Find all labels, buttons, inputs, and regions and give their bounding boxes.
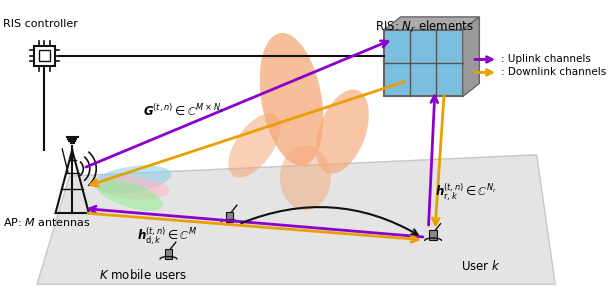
Polygon shape	[463, 17, 479, 96]
Text: RIS controller: RIS controller	[3, 19, 78, 29]
Text: $\boldsymbol{h}^{(t,n)}_{\mathrm{r},k} \in \mathbb{C}^{N_r}$: $\boldsymbol{h}^{(t,n)}_{\mathrm{r},k} \…	[435, 181, 498, 202]
Ellipse shape	[94, 165, 171, 193]
Ellipse shape	[229, 113, 280, 178]
Text: : Downlink channels: : Downlink channels	[501, 67, 606, 78]
FancyBboxPatch shape	[164, 249, 172, 259]
Ellipse shape	[95, 176, 169, 199]
FancyBboxPatch shape	[226, 212, 233, 222]
Text: $\boldsymbol{G}^{(t,n)} \in \mathbb{C}^{M\times N_r}$: $\boldsymbol{G}^{(t,n)} \in \mathbb{C}^{…	[144, 103, 224, 119]
Text: User $k$: User $k$	[461, 259, 501, 273]
Text: : Uplink channels: : Uplink channels	[501, 54, 591, 64]
FancyBboxPatch shape	[429, 230, 437, 240]
Text: AP: $M$ antennas: AP: $M$ antennas	[3, 216, 91, 228]
Ellipse shape	[316, 90, 369, 174]
Ellipse shape	[96, 179, 163, 211]
Polygon shape	[384, 17, 479, 30]
Text: $\boldsymbol{h}^{(t,n)}_{\mathrm{d},k} \in \mathbb{C}^{M}$: $\boldsymbol{h}^{(t,n)}_{\mathrm{d},k} \…	[137, 226, 198, 247]
Polygon shape	[37, 155, 555, 284]
Polygon shape	[384, 30, 463, 96]
Ellipse shape	[260, 33, 323, 166]
FancyBboxPatch shape	[34, 46, 55, 66]
Text: RIS: $N_r$ elements: RIS: $N_r$ elements	[375, 19, 474, 35]
Text: $K$ mobile users: $K$ mobile users	[99, 268, 187, 282]
Ellipse shape	[280, 146, 331, 210]
